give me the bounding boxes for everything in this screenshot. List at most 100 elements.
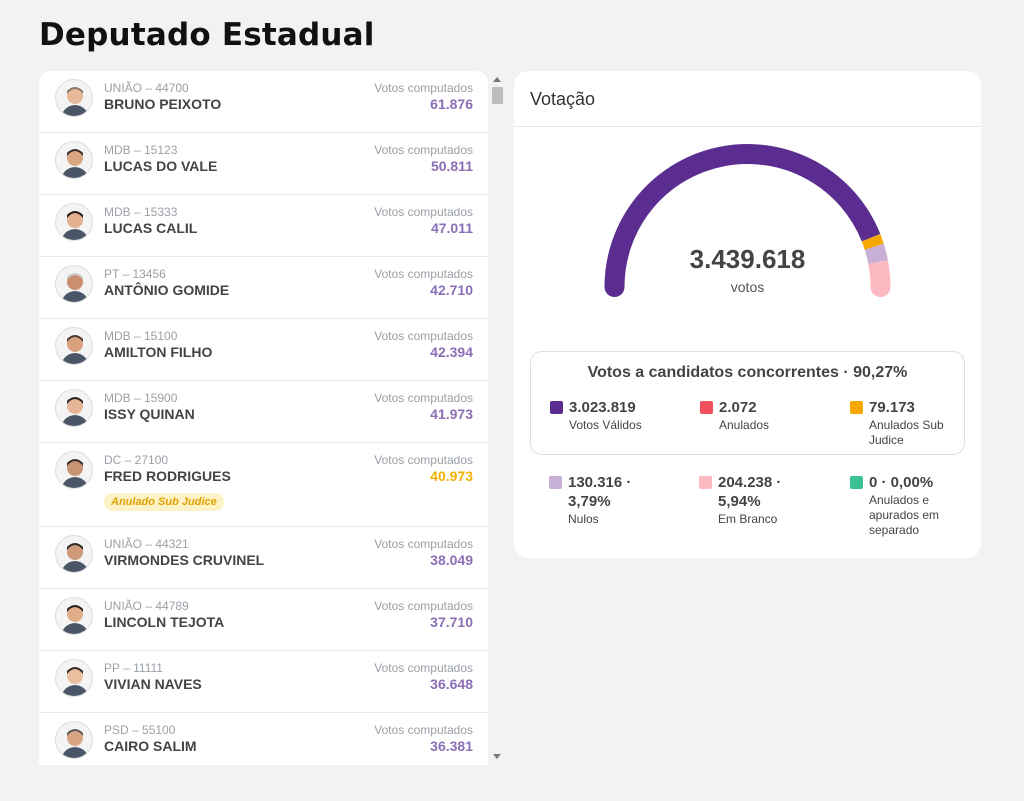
candidate-avatar [55, 389, 93, 427]
candidate-party: MDB – 15100 [104, 329, 178, 343]
candidate-votes: 61.876 [430, 96, 473, 112]
candidate-votes: 41.973 [430, 406, 473, 422]
candidate-party: PT – 13456 [104, 267, 166, 281]
candidate-party: MDB – 15333 [104, 205, 178, 219]
stat-value: 204.238 · 5,94% [718, 474, 782, 510]
legend-swatch [549, 476, 562, 489]
total-votes-unit: votos [730, 279, 765, 295]
candidate-row[interactable]: MDB – 15100 AMILTON FILHO Votos computados… [39, 319, 488, 381]
candidate-party: PSD – 55100 [104, 723, 176, 737]
candidate-avatar [55, 451, 93, 489]
votes-label: Votos computados [374, 391, 473, 405]
candidate-name: CAIRO SALIM [104, 738, 197, 754]
candidate-party: MDB – 15123 [104, 143, 178, 157]
candidate-name: LUCAS CALIL [104, 220, 198, 236]
stat-label: Anulados Sub Judice [869, 418, 944, 447]
votes-label: Votos computados [374, 329, 473, 343]
candidate-avatar [55, 597, 93, 635]
stat-label: Anulados e apurados em separado [869, 493, 940, 537]
legend-swatch [699, 476, 712, 489]
votes-label: Votos computados [374, 599, 473, 613]
scroll-up-arrow-icon[interactable] [493, 77, 501, 82]
stat-label: Anulados [719, 418, 770, 432]
candidate-name: ANTÔNIO GOMIDE [104, 282, 230, 298]
scroll-down-arrow-icon[interactable] [493, 754, 501, 759]
candidate-name: ISSY QUINAN [104, 406, 195, 422]
candidate-avatar [55, 79, 93, 117]
votes-label: Votos computados [374, 661, 473, 675]
candidate-row[interactable]: PP – 11111 VIVIAN NAVES Votos computados 36… [39, 651, 488, 713]
candidate-party: PP – 11111 [104, 661, 163, 675]
candidate-row[interactable]: PSD – 55100 CAIRO SALIM Votos computados 36… [39, 713, 488, 765]
legend-swatch [850, 401, 863, 414]
candidate-list[interactable]: UNIÃO – 44700 BRUNO PEIXOTO Votos computad… [39, 71, 488, 765]
total-votes: 3.439.618 [689, 244, 806, 274]
candidate-row[interactable]: MDB – 15123 LUCAS DO VALE Votos computados… [39, 133, 488, 195]
candidate-party: UNIÃO – 44700 [104, 81, 189, 95]
gauge-arc-validos [604, 144, 881, 288]
candidate-party: UNIÃO – 44789 [104, 599, 189, 613]
candidate-name: BRUNO PEIXOTO [104, 96, 222, 112]
candidate-votes: 38.049 [430, 552, 473, 568]
candidate-votes: 36.381 [430, 738, 473, 754]
candidate-name: VIRMONDES CRUVINEL [104, 552, 265, 568]
stat-label: Nulos [568, 512, 599, 526]
page-title: Deputado Estadual [39, 17, 375, 53]
candidate-votes: 42.710 [430, 282, 473, 298]
stat-value: 2.072 [719, 399, 757, 416]
divider [514, 126, 981, 127]
voting-card: Votação 3.439.618 votos Votos a candidat… [514, 71, 981, 558]
card-title: Votação [530, 89, 596, 109]
candidate-row[interactable]: UNIÃO – 44700 BRUNO PEIXOTO Votos computad… [39, 71, 488, 133]
votes-label: Votos computados [374, 453, 473, 467]
stat-value: 0 · 0,00% [869, 474, 934, 491]
vote-gauge [604, 144, 891, 297]
candidate-avatar [55, 327, 93, 365]
stat-value: 3.023.819 [569, 399, 636, 416]
candidate-party: MDB – 15900 [104, 391, 178, 405]
candidate-row[interactable]: UNIÃO – 44789 LINCOLN TEJOTA Votos computa… [39, 589, 488, 651]
candidate-name: LUCAS DO VALE [104, 158, 218, 174]
stat-value: 79.173 [869, 399, 915, 416]
candidate-votes: 37.710 [430, 614, 473, 630]
list-scrollbar[interactable] [490, 71, 504, 765]
candidate-votes: 47.011 [430, 220, 473, 236]
candidate-row[interactable]: UNIÃO – 44321 VIRMONDES CRUVINEL Votos com… [39, 527, 488, 589]
candidate-avatar [55, 203, 93, 241]
candidate-avatar [55, 721, 93, 759]
gauge-cap-right [870, 277, 891, 297]
candidate-avatar [55, 659, 93, 697]
legend-swatch [850, 476, 863, 489]
candidate-name: LINCOLN TEJOTA [104, 614, 225, 630]
candidate-votes: 50.811 [430, 158, 473, 174]
votes-label: Votos computados [374, 723, 473, 737]
legend-swatch [550, 401, 563, 414]
candidate-row[interactable]: PT – 13456 ANTÔNIO GOMIDE Votos computados… [39, 257, 488, 319]
status-badge: Anulado Sub Judice [104, 493, 224, 511]
votes-label: Votos computados [374, 205, 473, 219]
gauge-arc-nulos [864, 243, 888, 265]
candidate-party: UNIÃO – 44321 [104, 537, 189, 551]
candidate-avatar [55, 265, 93, 303]
candidate-name: VIVIAN NAVES [104, 676, 202, 692]
candidate-party: DC – 27100 [104, 453, 169, 467]
votes-label: Votos computados [374, 267, 473, 281]
candidate-avatar [55, 141, 93, 179]
candidate-row[interactable]: MDB – 15900 ISSY QUINAN Votos computados 41… [39, 381, 488, 443]
candidate-votes: 42.394 [430, 344, 473, 360]
valid-votes-box: Votos a candidatos concorrentes · 90,27%… [530, 351, 965, 455]
scroll-thumb[interactable] [492, 87, 503, 104]
candidate-row[interactable]: DC – 27100 FRED RODRIGUES Votos computados… [39, 443, 488, 527]
votes-label: Votos computados [374, 81, 473, 95]
valid-votes-title: Votos a candidatos concorrentes · 90,27% [587, 364, 908, 381]
stat-label: Em Branco [718, 512, 778, 526]
votes-label: Votos computados [374, 537, 473, 551]
candidate-row[interactable]: MDB – 15333 LUCAS CALIL Votos computados 47… [39, 195, 488, 257]
stat-label: Votos Válidos [569, 418, 642, 432]
votes-label: Votos computados [374, 143, 473, 157]
candidate-avatar [55, 535, 93, 573]
candidate-votes: 40.973 [430, 468, 473, 484]
gauge-arc-sub-judice [861, 233, 884, 250]
legend-swatch [700, 401, 713, 414]
gauge-cap-left [604, 277, 625, 297]
